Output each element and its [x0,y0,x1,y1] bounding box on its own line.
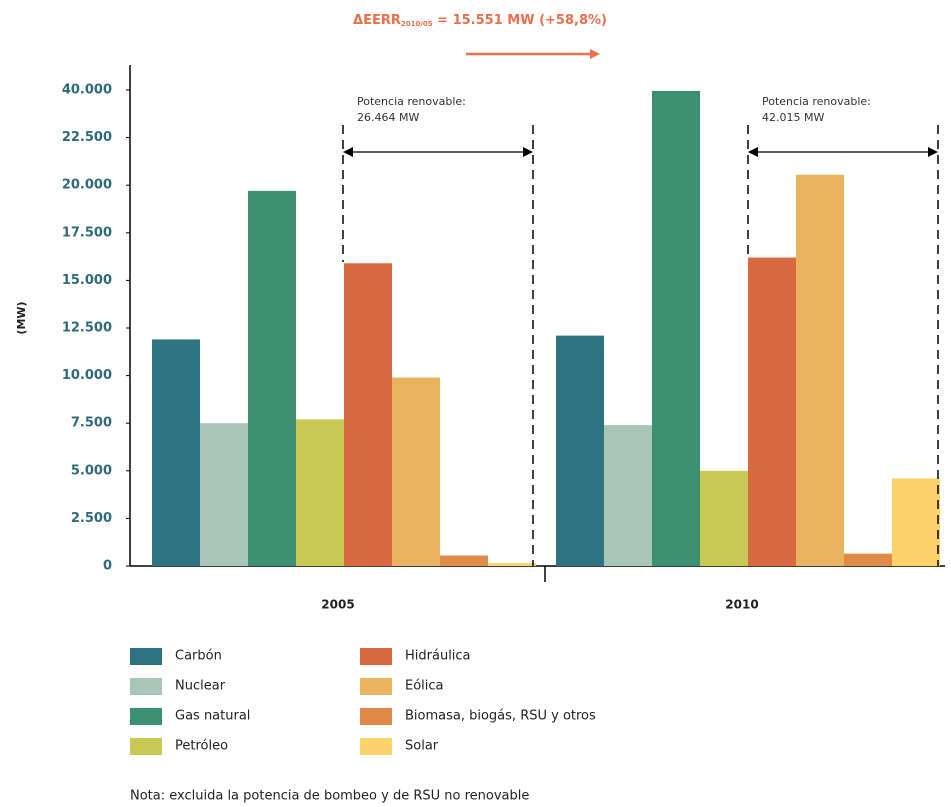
y-tick-label: 0 [103,559,112,574]
bar [440,555,488,566]
y-tick-label: 22.500 [62,130,112,145]
y-tick-label: 20.000 [62,178,112,193]
bar [200,423,248,566]
bar [748,257,796,566]
renewable-title: Potencia renovable: [357,95,466,108]
x-tick-label: 2010 [725,598,758,612]
legend-label: Solar [405,739,439,754]
delta-rest: = 15.551 MW (+58,8%) [433,13,607,28]
legend-swatch [360,738,392,755]
bar [652,90,700,567]
y-axis-label: (MW) [15,301,28,334]
y-tick-label: 5.000 [71,463,112,478]
legend-swatch [130,648,162,665]
delta-arrow-head [590,49,600,59]
legend-swatch [360,678,392,695]
y-tick-label: 15.000 [62,273,112,288]
delta-annotation: ΔEERR2010/05 = 15.551 MW (+58,8%) [353,13,607,29]
delta-main: ΔEERR [353,13,401,28]
bar [892,478,940,566]
bar [796,174,844,566]
legend-swatch [360,648,392,665]
y-tick-label: 12.500 [62,321,112,336]
bar [392,377,440,566]
legend-swatch [130,678,162,695]
legend-label: Hidráulica [405,649,471,664]
bracket-arrow [928,147,938,157]
y-tick-label: 17.500 [62,225,112,240]
bar [700,470,748,566]
bracket-arrow [343,147,353,157]
renewable-title: Potencia renovable: [762,95,871,108]
bar [296,419,344,566]
legend-label: Biomasa, biogás, RSU y otros [405,709,596,724]
bracket-arrow [523,147,533,157]
note: Nota: excluida la potencia de bombeo y d… [130,789,529,804]
bar [604,425,652,566]
y-tick-label: 40.000 [62,83,112,98]
renewable-value: 26.464 MW [357,111,419,124]
bar [344,263,392,566]
legend-swatch [360,708,392,725]
x-tick-label: 2005 [321,598,354,612]
legend-swatch [130,708,162,725]
bar [844,553,892,566]
bar [488,563,536,566]
y-tick-label: 7.500 [71,416,112,431]
bar [152,339,200,566]
renewable-value: 42.015 MW [762,111,824,124]
legend-label: Gas natural [175,709,250,724]
legend-swatch [130,738,162,755]
bracket-arrow [748,147,758,157]
y-tick-label: 10.000 [62,368,112,383]
legend-label: Carbón [175,649,222,664]
bar [556,335,604,566]
bar [248,190,296,567]
legend-label: Nuclear [175,679,226,694]
legend-label: Eólica [405,679,444,694]
legend-label: Petróleo [175,739,228,754]
delta-subscript: 2010/05 [401,20,433,28]
y-tick-label: 2.500 [71,511,112,526]
